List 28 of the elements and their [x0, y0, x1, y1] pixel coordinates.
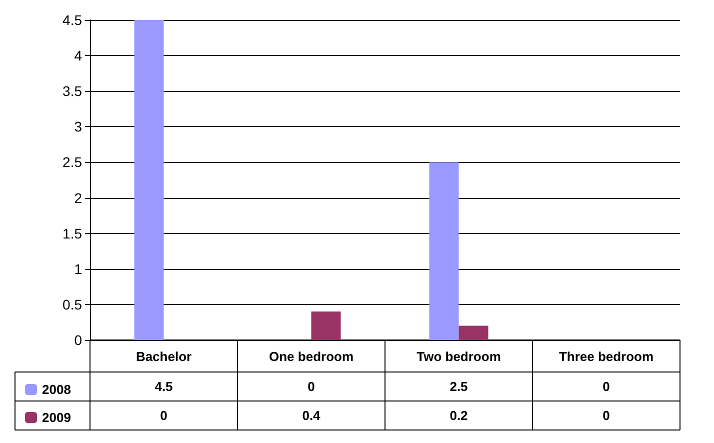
- legend-label: 2008: [42, 382, 71, 397]
- y-tick-label: 1: [74, 260, 82, 277]
- y-tick-label: 0: [74, 332, 82, 348]
- y-tick-label: 3: [74, 118, 82, 135]
- x-tick-label: One bedroom: [268, 349, 354, 364]
- x-tick-label: Three bedroom: [558, 349, 654, 364]
- x-tick-label: Two bedroom: [416, 349, 501, 364]
- legend-label: 2009: [42, 410, 71, 425]
- y-tick-label: 1.5: [62, 225, 82, 242]
- y-tick-label: 3.5: [62, 83, 82, 100]
- data-label: 0: [602, 408, 610, 423]
- y-tick-label: 2.5: [62, 154, 82, 170]
- data-label: 0: [602, 379, 610, 394]
- bar: [429, 162, 459, 340]
- data-label: 2.5: [450, 379, 468, 394]
- y-tick-label: 4.5: [62, 12, 82, 28]
- y-tick-label: 2: [74, 190, 82, 206]
- x-tick-label: Bachelor: [136, 349, 192, 364]
- bar: [458, 326, 488, 340]
- data-label: 4.5: [154, 379, 173, 394]
- y-tick-label: 4: [74, 48, 82, 64]
- data-label: 0.4: [302, 408, 322, 423]
- bar: [134, 20, 164, 340]
- data-label: 0: [160, 408, 168, 423]
- y-tick-label: 0.5: [62, 296, 82, 312]
- data-label: 0.2: [450, 408, 468, 423]
- data-label: 0: [308, 379, 315, 394]
- bar: [311, 312, 341, 340]
